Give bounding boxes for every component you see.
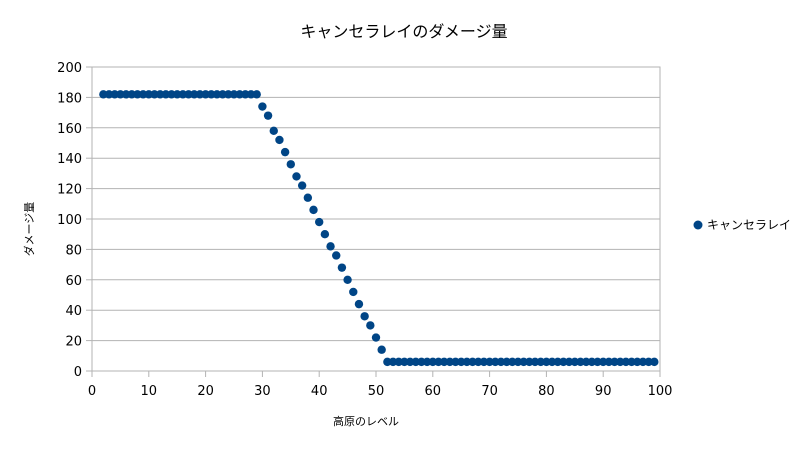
data-point	[377, 345, 386, 354]
legend-marker	[693, 220, 703, 230]
gridlines	[92, 66, 660, 372]
data-point	[280, 147, 290, 157]
data-point	[326, 242, 335, 251]
x-tick-label: 10	[141, 384, 158, 399]
data-point	[320, 230, 330, 239]
legend: キャンセラレイ	[693, 218, 791, 232]
x-tick-label: 80	[538, 384, 555, 399]
x-axis-label: 高原のレベル	[333, 414, 399, 428]
x-axis-ticks: 0 10 20 30 40 50 60 70 80 90 100	[88, 371, 673, 399]
data-point	[343, 275, 352, 284]
data-point	[303, 193, 313, 202]
data-point	[263, 111, 273, 120]
y-axis-label: ダメージ量	[22, 202, 36, 256]
y-tick-label: 0	[74, 365, 82, 380]
data-point	[252, 90, 261, 99]
data-point	[360, 312, 369, 321]
x-tick-label: 40	[311, 384, 328, 399]
data-point	[258, 102, 267, 111]
x-tick-label: 50	[368, 384, 385, 399]
x-tick-label: 90	[595, 384, 612, 399]
data-point	[349, 287, 358, 297]
data-point	[650, 357, 659, 367]
data-point	[354, 299, 364, 309]
y-tick-label: 100	[57, 213, 82, 228]
x-tick-label: 70	[481, 384, 498, 399]
y-tick-label: 200	[57, 61, 82, 76]
y-tick-label: 40	[65, 304, 82, 319]
x-tick-label: 30	[254, 384, 271, 399]
data-point	[337, 263, 347, 272]
data-point	[371, 333, 381, 342]
x-tick-label: 100	[648, 384, 673, 399]
chart-title: キャンセラレイのダメージ量	[300, 22, 507, 41]
y-tick-label: 160	[57, 122, 82, 137]
y-tick-label: 60	[65, 274, 82, 289]
data-point	[315, 217, 324, 227]
x-tick-label: 20	[197, 384, 214, 399]
data-point	[292, 172, 301, 181]
y-tick-label: 20	[65, 335, 82, 350]
x-tick-label: 0	[88, 384, 96, 399]
data-point	[269, 126, 278, 136]
series-points	[99, 90, 659, 367]
y-tick-label: 80	[65, 243, 82, 258]
x-tick-label: 60	[425, 384, 442, 399]
data-point	[366, 321, 375, 330]
y-tick-label: 120	[57, 183, 82, 198]
data-point	[332, 251, 341, 260]
legend-label: キャンセラレイ	[707, 218, 791, 232]
data-point	[297, 181, 307, 190]
data-point	[286, 160, 295, 169]
data-point	[275, 135, 284, 145]
data-point	[309, 205, 318, 215]
y-axis-ticks: 0 20 40 60 80 100 120 140 160 180 200	[57, 61, 92, 380]
y-tick-label: 180	[57, 91, 82, 106]
y-tick-label: 140	[57, 152, 82, 167]
